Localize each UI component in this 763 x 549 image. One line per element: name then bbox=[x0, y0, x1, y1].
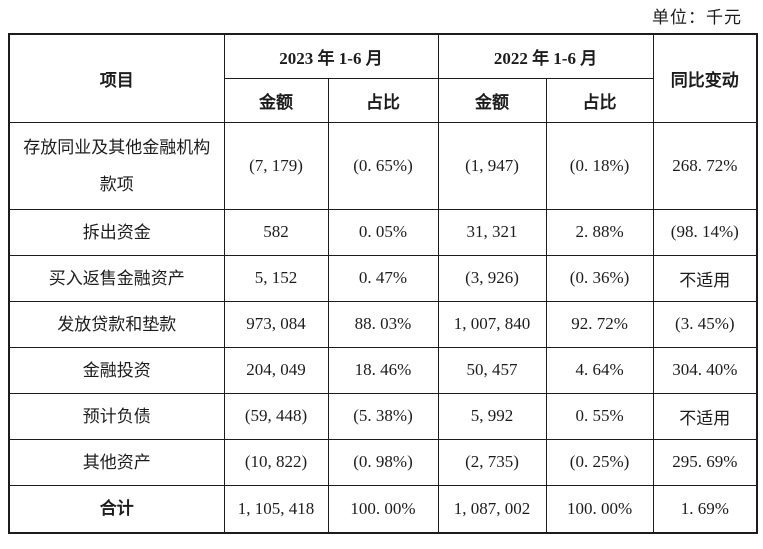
ratio-2022-cell: 92. 72% bbox=[545, 300, 654, 348]
table-row: 其他资产 (10, 822) (0. 98%) (2, 735) (0. 25%… bbox=[8, 438, 758, 486]
ratio-2022-cell: 2. 88% bbox=[545, 208, 654, 256]
ratio-2023-cell: (0. 65%) bbox=[327, 121, 439, 210]
ratio-2022-subheader: 占比 bbox=[545, 77, 654, 123]
table-row: 存放同业及其他金融机构 款项 (7, 179) (0. 65%) (1, 947… bbox=[8, 121, 758, 210]
amount-2022-cell: 5, 992 bbox=[437, 392, 547, 440]
ratio-2022-cell: (0. 18%) bbox=[545, 121, 654, 210]
amount-2023-cell: (59, 448) bbox=[223, 392, 329, 440]
table-row-total: 合计 1, 105, 418 100. 00% 1, 087, 002 100.… bbox=[8, 484, 758, 534]
amount-2023-cell: 973, 084 bbox=[223, 300, 329, 348]
yoy-cell: 1. 69% bbox=[652, 484, 758, 534]
amount-2023-cell: 5, 152 bbox=[223, 254, 329, 302]
ratio-2022-cell: 4. 64% bbox=[545, 346, 654, 394]
item-cell: 预计负债 bbox=[8, 392, 225, 440]
amount-2022-cell: 50, 457 bbox=[437, 346, 547, 394]
item-cell: 存放同业及其他金融机构 款项 bbox=[8, 121, 225, 210]
ratio-2023-cell: (5. 38%) bbox=[327, 392, 439, 440]
item-cell: 金融投资 bbox=[8, 346, 225, 394]
ratio-2023-cell: 0. 05% bbox=[327, 208, 439, 256]
ratio-2023-cell: 0. 47% bbox=[327, 254, 439, 302]
table-row: 发放贷款和垫款 973, 084 88. 03% 1, 007, 840 92.… bbox=[8, 300, 758, 348]
amount-2022-cell: (3, 926) bbox=[437, 254, 547, 302]
period-2023-header: 2023 年 1-6 月 bbox=[223, 33, 439, 79]
period-2022-header: 2022 年 1-6 月 bbox=[437, 33, 654, 79]
yoy-cell: (3. 45%) bbox=[652, 300, 758, 348]
yoy-cell: (98. 14%) bbox=[652, 208, 758, 256]
ratio-2023-cell: (0. 98%) bbox=[327, 438, 439, 486]
amount-2023-cell: 582 bbox=[223, 208, 329, 256]
yoy-cell: 不适用 bbox=[652, 254, 758, 302]
ratio-2023-subheader: 占比 bbox=[327, 77, 439, 123]
item-cell: 买入返售金融资产 bbox=[8, 254, 225, 302]
amount-2022-subheader: 金额 bbox=[437, 77, 547, 123]
ratio-2023-cell: 18. 46% bbox=[327, 346, 439, 394]
amount-2022-cell: 31, 321 bbox=[437, 208, 547, 256]
ratio-2022-cell: 0. 55% bbox=[545, 392, 654, 440]
table-row: 拆出资金 582 0. 05% 31, 321 2. 88% (98. 14%) bbox=[8, 208, 758, 256]
amount-2022-cell: 1, 007, 840 bbox=[437, 300, 547, 348]
item-column-header: 项目 bbox=[8, 33, 225, 123]
item-cell: 其他资产 bbox=[8, 438, 225, 486]
table-row: 金融投资 204, 049 18. 46% 50, 457 4. 64% 304… bbox=[8, 346, 758, 394]
ratio-2023-cell: 88. 03% bbox=[327, 300, 439, 348]
yoy-cell: 268. 72% bbox=[652, 121, 758, 210]
amount-2022-cell: (1, 947) bbox=[437, 121, 547, 210]
amount-2023-subheader: 金额 bbox=[223, 77, 329, 123]
item-cell: 发放贷款和垫款 bbox=[8, 300, 225, 348]
ratio-2022-cell: 100. 00% bbox=[545, 484, 654, 534]
amount-2022-cell: (2, 735) bbox=[437, 438, 547, 486]
item-cell: 拆出资金 bbox=[8, 208, 225, 256]
yoy-cell: 不适用 bbox=[652, 392, 758, 440]
table-row: 预计负债 (59, 448) (5. 38%) 5, 992 0. 55% 不适… bbox=[8, 392, 758, 440]
ratio-2022-cell: (0. 25%) bbox=[545, 438, 654, 486]
item-cell: 合计 bbox=[8, 484, 225, 534]
ratio-2022-cell: (0. 36%) bbox=[545, 254, 654, 302]
amount-2023-cell: (7, 179) bbox=[223, 121, 329, 210]
yoy-cell: 295. 69% bbox=[652, 438, 758, 486]
ratio-2023-cell: 100. 00% bbox=[327, 484, 439, 534]
financial-table: 项目 2023 年 1-6 月 2022 年 1-6 月 同比变动 金额 占比 … bbox=[8, 33, 759, 534]
amount-2022-cell: 1, 087, 002 bbox=[437, 484, 547, 534]
yoy-column-header: 同比变动 bbox=[652, 33, 758, 123]
amount-2023-cell: 1, 105, 418 bbox=[223, 484, 329, 534]
header-row-periods: 项目 2023 年 1-6 月 2022 年 1-6 月 同比变动 bbox=[8, 33, 758, 123]
amount-2023-cell: (10, 822) bbox=[223, 438, 329, 486]
header-row-measures: 金额 占比 金额 占比 bbox=[9, 77, 757, 123]
unit-label: 单位：千元 bbox=[652, 8, 742, 27]
table-row: 买入返售金融资产 5, 152 0. 47% (3, 926) (0. 36%)… bbox=[8, 254, 758, 302]
amount-2023-cell: 204, 049 bbox=[223, 346, 329, 394]
yoy-cell: 304. 40% bbox=[652, 346, 758, 394]
